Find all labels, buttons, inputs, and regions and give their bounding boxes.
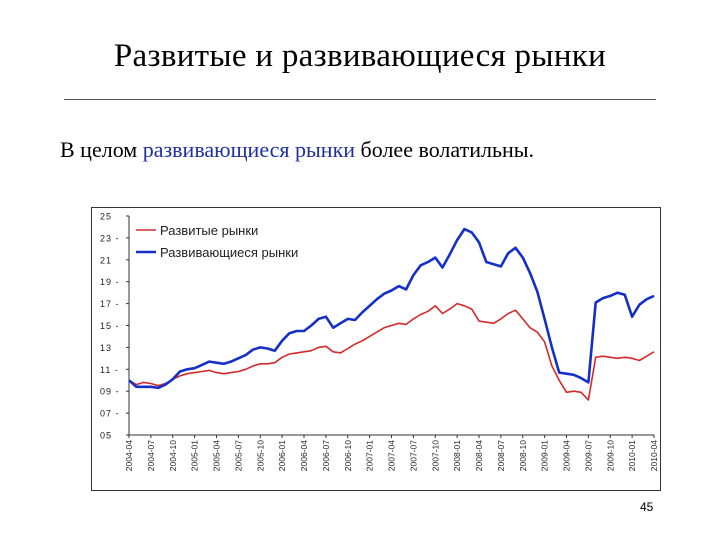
- x-tick-label: 2007-10: [430, 440, 440, 471]
- x-tick-label: 2007-07: [408, 440, 418, 471]
- title-divider: [64, 99, 656, 100]
- x-tick-label: 2008-10: [518, 440, 528, 471]
- x-tick-label: 2009-07: [583, 440, 593, 471]
- y-tick-label: 05: [100, 431, 112, 441]
- body-text-lead: В целом: [60, 137, 143, 162]
- x-tick-label: 2008-07: [496, 440, 506, 471]
- x-tick-label: 2006-04: [299, 440, 309, 471]
- chart-frame: 05 07 - 09 - 11 - 13 15 - 17 - 19 - 21 23 - 25 2004…: [91, 207, 661, 491]
- developed-markets-line: [128, 302, 655, 401]
- x-tick-label: 2008-04: [474, 440, 484, 471]
- x-tick-label: 2004-07: [146, 440, 156, 471]
- y-tick-label: 15 -: [100, 321, 120, 331]
- y-tick-label: 09 -: [100, 387, 120, 397]
- x-tick-label: 2009-01: [540, 440, 550, 471]
- x-tick-label: 2004-10: [168, 440, 178, 471]
- x-tick-label: 2005-01: [190, 440, 200, 471]
- emerging-markets-line: [128, 227, 655, 390]
- x-tick-label: 2010-04: [649, 440, 659, 471]
- y-tick-label: 17 -: [100, 299, 120, 309]
- legend-label-emerging: Развивающиеся рынки: [160, 245, 298, 260]
- body-text-highlight: развивающиеся рынки: [142, 137, 356, 162]
- y-tick-label: 23 -: [100, 233, 120, 243]
- x-tick-label: 2010-01: [627, 440, 637, 471]
- body-text-tail: более волатильны.: [355, 137, 535, 162]
- y-tick-label: 13: [100, 343, 112, 353]
- x-tick-label: 2007-04: [387, 440, 397, 471]
- x-tick-label: 2005-10: [255, 440, 265, 471]
- x-tick-label: 2005-04: [212, 440, 222, 471]
- legend-box: [131, 217, 321, 263]
- y-tick-label: 07 -: [100, 409, 120, 419]
- x-tick-label: 2006-01: [277, 440, 287, 471]
- page-number: 45: [640, 500, 654, 514]
- x-tick-label: 2009-04: [562, 440, 572, 471]
- x-tick-label: 2008-01: [452, 440, 462, 471]
- y-tick-label: 21: [100, 255, 112, 265]
- body-text: В целом развивающиеся рынки более волати…: [60, 137, 620, 163]
- volatility-line-chart: 05 07 - 09 - 11 - 13 15 - 17 - 19 - 21 23 - 25 2004…: [100, 212, 659, 472]
- y-tick-label: 11 -: [100, 365, 119, 375]
- x-tick-label: 2006-10: [343, 440, 353, 471]
- slide-title: Развитые и развивающиеся рынки: [113, 38, 607, 74]
- x-tick-label: 2004-04: [124, 440, 134, 471]
- x-tick-label: 2005-07: [233, 440, 243, 471]
- y-tick-label: 25: [100, 212, 112, 222]
- x-tick-label: 2009-10: [605, 440, 615, 471]
- x-tick-label: 2007-01: [365, 440, 375, 471]
- y-tick-label: 19 -: [100, 277, 120, 287]
- legend-label-developed: Развитые рынки: [160, 223, 258, 238]
- x-tick-label: 2006-07: [321, 440, 331, 471]
